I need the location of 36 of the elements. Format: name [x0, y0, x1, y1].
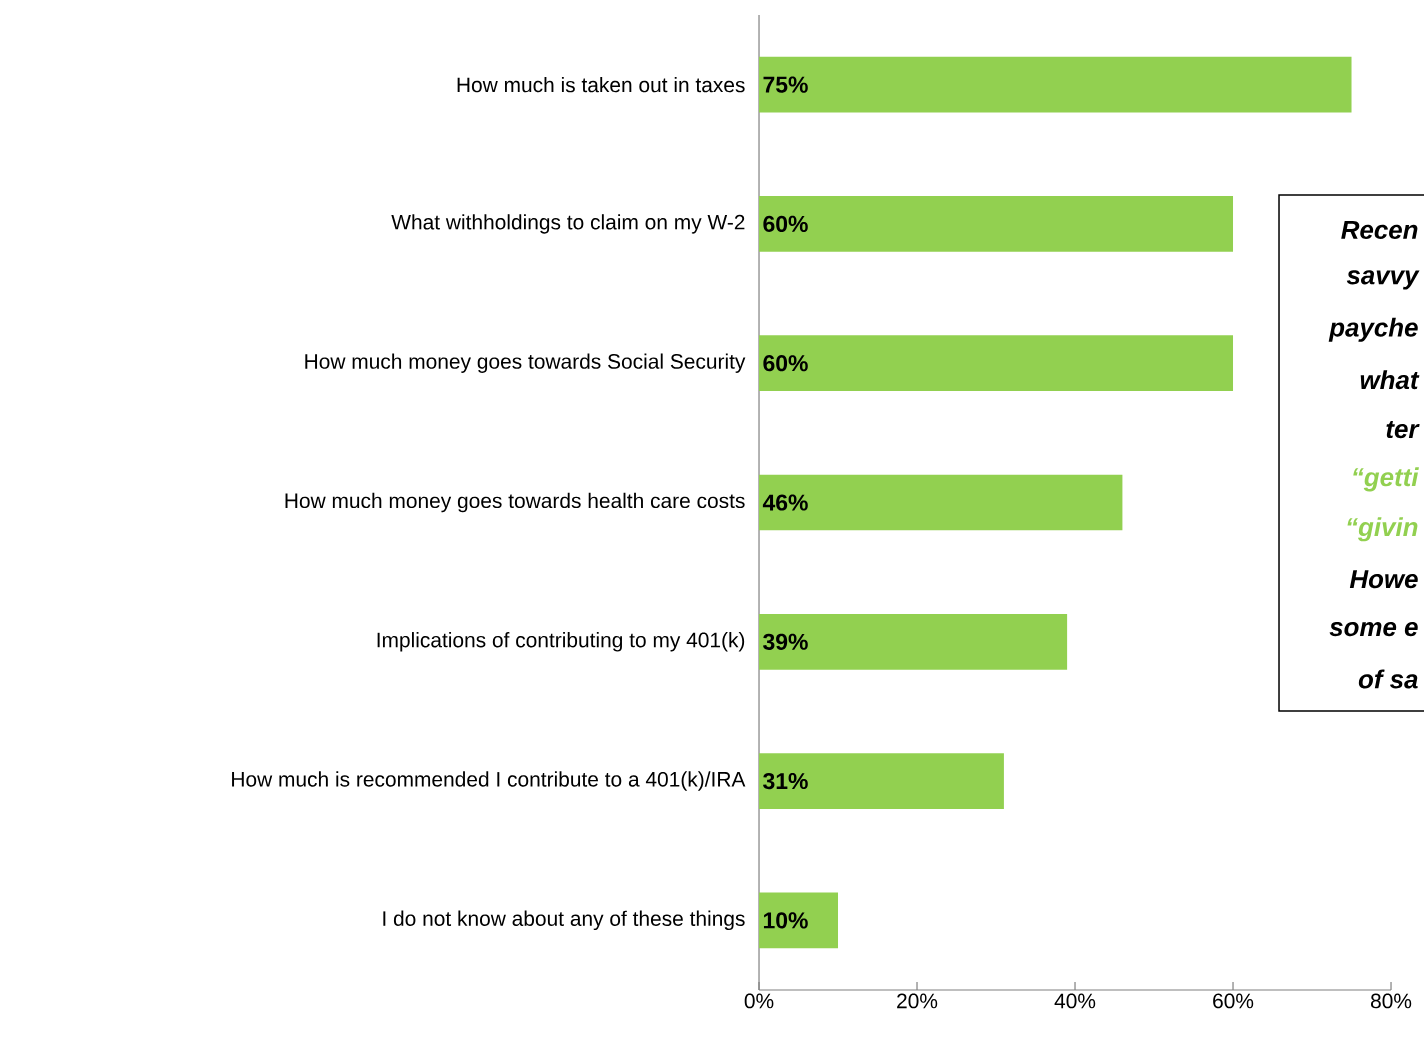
data-label: 39% [763, 633, 808, 650]
y-tick-label: How much is recommended I contribute to a 401(k)/IRA [232, 771, 746, 791]
y-tick-label: How much money goes towards health care costs [285, 492, 745, 513]
bar [759, 474, 1123, 531]
y-tick-label: I do not know about any of these things [383, 910, 745, 931]
annotation: Recen [1341, 220, 1418, 240]
annotation: Howe [1349, 570, 1418, 589]
data-label: 46% [762, 494, 808, 511]
bar [759, 753, 1004, 809]
data-label: 10% [763, 912, 808, 929]
data-label: 31% [763, 772, 808, 790]
annotation: “givin [1347, 517, 1418, 542]
data-label: 60% [763, 215, 808, 233]
annotation: some e [1329, 622, 1418, 637]
annotation: of sa [1358, 669, 1418, 689]
annotation: “getti [1353, 467, 1419, 492]
annotation: ter [1386, 421, 1420, 439]
x-tick-label: 0% [744, 993, 774, 1009]
annotation: payche [1328, 317, 1418, 342]
x-tick-label: 80% [1370, 993, 1412, 1009]
x-tick-label: 40% [1054, 993, 1096, 1009]
y-tick-label: How much money goes towards Social Security [305, 353, 746, 373]
bar [759, 56, 1352, 113]
bar [759, 196, 1234, 252]
annotation: what [1360, 370, 1420, 390]
data-label: 60% [763, 355, 808, 372]
x-tick-label: 60% [1213, 993, 1254, 1009]
bar [759, 892, 839, 949]
data-label: 75% [763, 76, 808, 93]
y-tick-label: How much is taken out in taxes [457, 76, 745, 93]
y-tick-label: What withholdings to claim on my W-2 [391, 214, 745, 234]
annotation: savvy [1346, 270, 1420, 290]
y-tick-label: Implications of contributing to my 401(k) [377, 632, 745, 652]
bar [759, 613, 1068, 670]
x-tick-label: 20% [897, 993, 938, 1009]
bar [759, 335, 1234, 392]
